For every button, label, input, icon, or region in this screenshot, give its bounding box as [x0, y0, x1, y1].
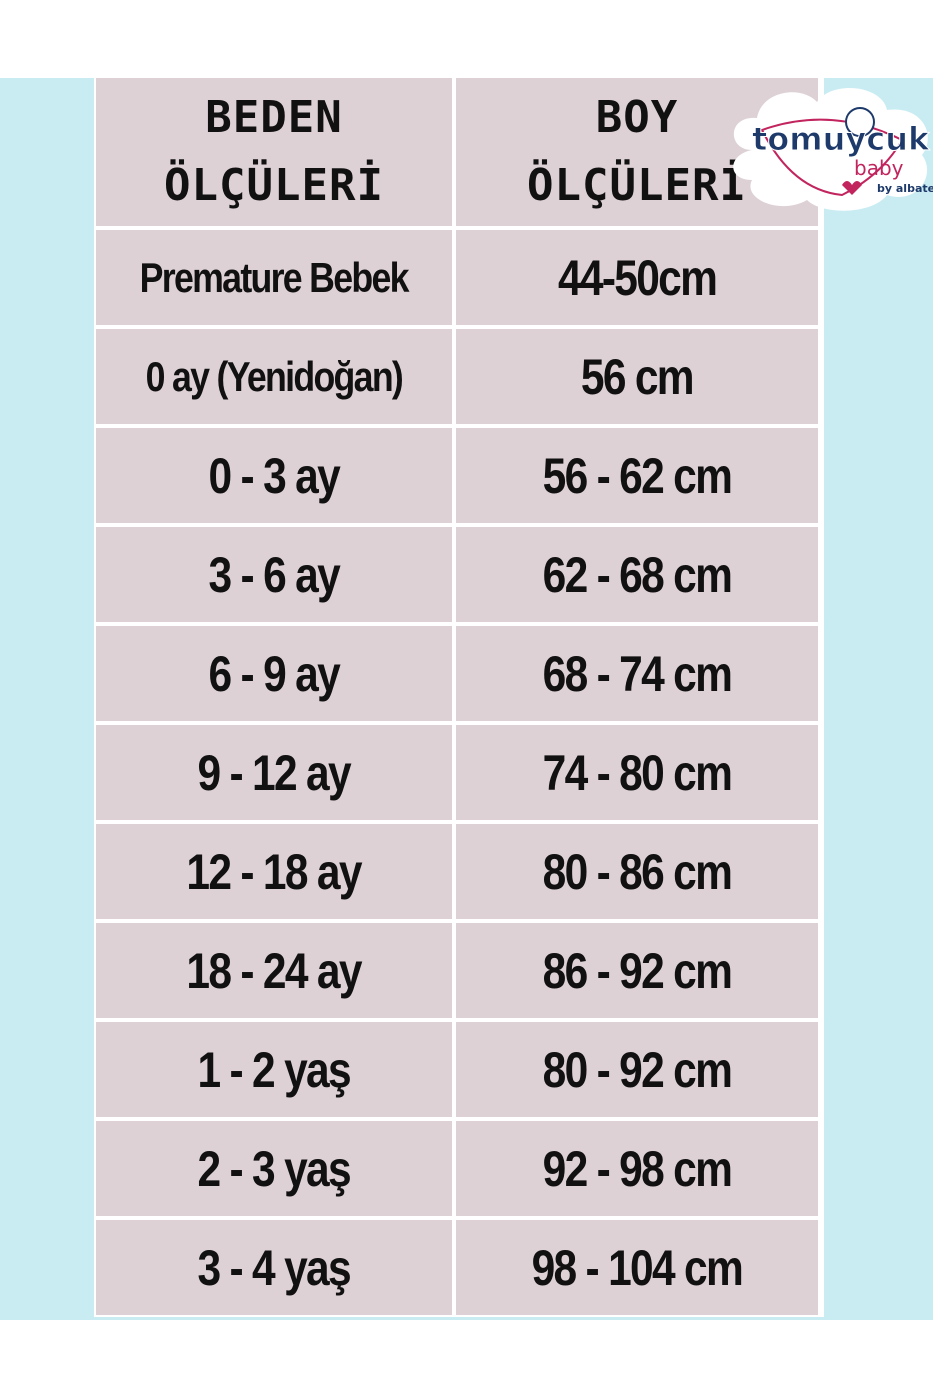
height-cell: 56 cm [456, 329, 818, 424]
size-cell: 18 - 24 ay [96, 923, 452, 1018]
size-cell: Premature Bebek [96, 230, 452, 325]
height-cell: 92 - 98 cm [456, 1121, 818, 1216]
cell-text: 74 - 80 cm [542, 744, 733, 801]
cell-text: 56 cm [580, 348, 695, 405]
logo-by: by albatek [877, 182, 933, 195]
cell-text: 80 - 92 cm [542, 1041, 733, 1098]
size-cell: 1 - 2 yaş [96, 1022, 452, 1117]
size-cell: 3 - 4 yaş [96, 1220, 452, 1315]
header-line: ÖLÇÜLERİ [164, 160, 384, 211]
size-cell: 0 ay (Yenidoğan) [96, 329, 452, 424]
height-cell: 44-50cm [456, 230, 818, 325]
cell-text: 9 - 12 ay [197, 744, 352, 801]
height-cell: 68 - 74 cm [456, 626, 818, 721]
size-cell: 6 - 9 ay [96, 626, 452, 721]
logo-brand: tomuycuk [752, 120, 930, 158]
cell-text: 6 - 9 ay [208, 645, 341, 702]
size-cell: 2 - 3 yaş [96, 1121, 452, 1216]
size-cell: 0 - 3 ay [96, 428, 452, 523]
height-cell: 86 - 92 cm [456, 923, 818, 1018]
height-cell: 74 - 80 cm [456, 725, 818, 820]
cell-text: Premature Bebek [139, 253, 410, 301]
size-cell: 12 - 18 ay [96, 824, 452, 919]
header-line: BEDEN [205, 91, 343, 143]
logo-sub: baby [854, 156, 904, 180]
cell-text: 0 - 3 ay [208, 447, 341, 504]
size-cell: 3 - 6 ay [96, 527, 452, 622]
size-chart-table: BEDEN ÖLÇÜLERİ BOY ÖLÇÜLERİ Premature Bebe… [94, 76, 824, 1317]
height-cell: 56 - 62 cm [456, 428, 818, 523]
size-cell: 9 - 12 ay [96, 725, 452, 820]
height-cell: 62 - 68 cm [456, 527, 818, 622]
cell-text: 0 ay (Yenidoğan) [145, 352, 404, 400]
cell-text: 68 - 74 cm [542, 645, 733, 702]
cell-text: 80 - 86 cm [542, 843, 733, 900]
cell-text: 62 - 68 cm [542, 546, 733, 603]
cell-text: 18 - 24 ay [186, 942, 363, 999]
cell-text: 86 - 92 cm [542, 942, 733, 999]
header-line: BOY [595, 91, 679, 143]
header-beden: BEDEN ÖLÇÜLERİ [96, 78, 452, 226]
height-cell: 98 - 104 cm [456, 1220, 818, 1315]
height-cell: 80 - 92 cm [456, 1022, 818, 1117]
header-line: ÖLÇÜLERİ [527, 160, 747, 211]
tomuycuk-logo: tomuycuk baby by albatek [733, 88, 933, 211]
cell-text: 3 - 6 ay [208, 546, 341, 603]
height-cell: 80 - 86 cm [456, 824, 818, 919]
cell-text: 1 - 2 yaş [197, 1041, 352, 1098]
cell-text: 98 - 104 cm [531, 1239, 744, 1296]
cell-text: 2 - 3 yaş [197, 1140, 352, 1197]
cell-text: 3 - 4 yaş [197, 1239, 352, 1296]
cell-text: 44-50cm [557, 249, 718, 306]
cell-text: 92 - 98 cm [542, 1140, 733, 1197]
cell-text: 56 - 62 cm [542, 447, 733, 504]
cell-text: 12 - 18 ay [186, 843, 363, 900]
